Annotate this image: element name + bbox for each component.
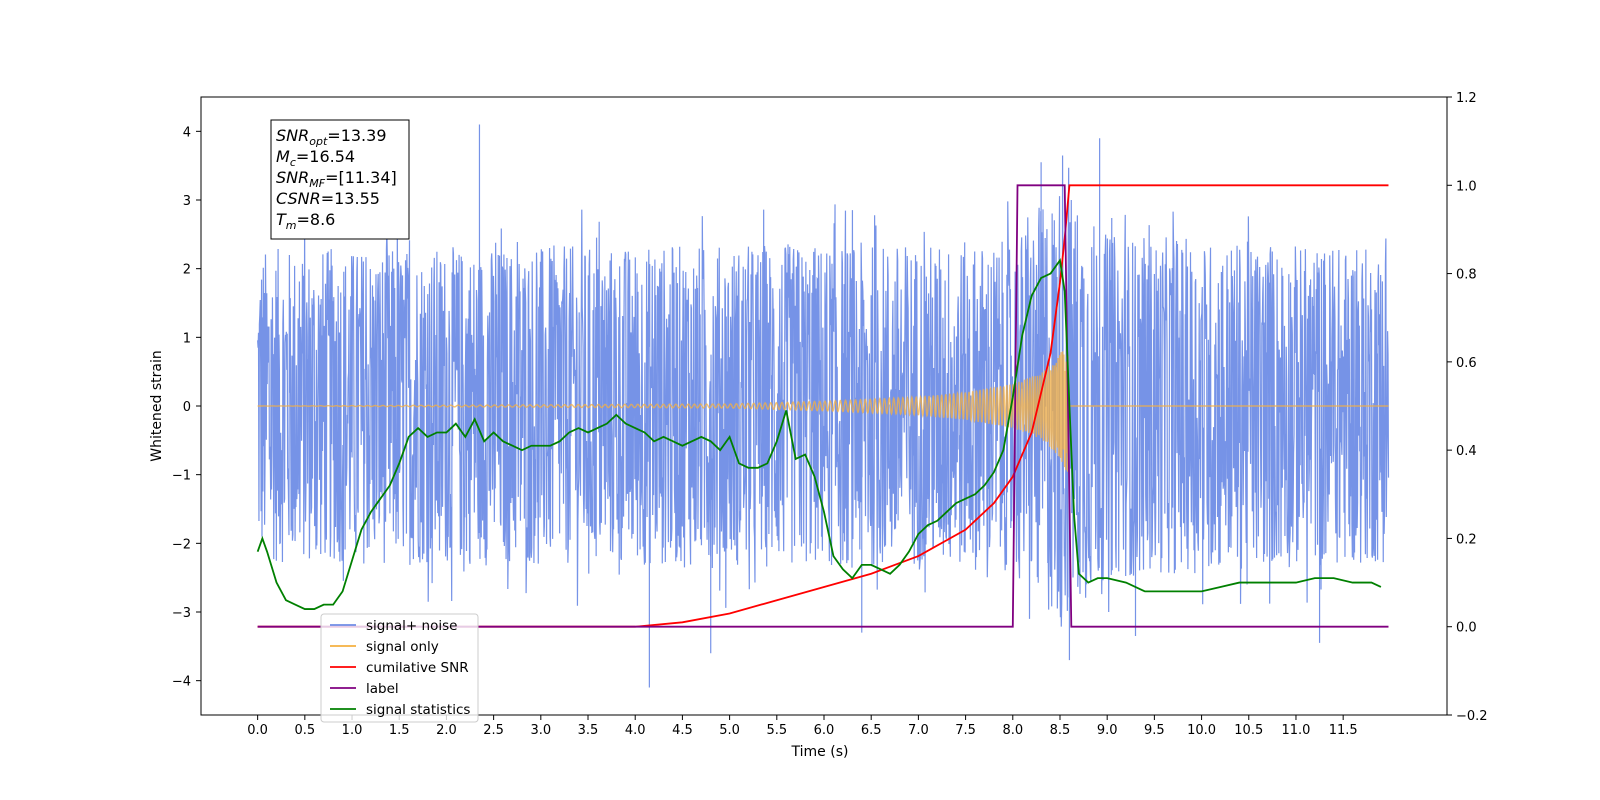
x-axis-label: Time (s): [791, 744, 849, 760]
annotation-line: Mc=16.54: [276, 147, 355, 169]
annotation-frame: [270, 119, 410, 240]
x-tick-label: 8.5: [1050, 723, 1071, 738]
legend-label: signal statistics: [366, 702, 470, 718]
y-axis-right: −0.2 0.0 0.2 0.4 0.6 0.8 1.0 1.2: [1447, 91, 1488, 724]
annotation-value: =16.54: [296, 147, 355, 166]
y-axis-left: −4 −3 −2 −1 0 1 2 3 4: [172, 125, 201, 690]
legend: signal+ noise signal only cumilative SNR la…: [320, 613, 479, 723]
x-tick-label: 10.5: [1234, 723, 1263, 738]
annotation-subscript: c: [290, 156, 296, 169]
annotation-line: SNRMF=[11.34]: [276, 168, 397, 190]
y2-tick-label: −0.2: [1456, 709, 1488, 724]
y2-tick-label: 0.8: [1456, 268, 1477, 283]
y2-tick-label: 0.2: [1456, 532, 1477, 547]
x-tick-label: 8.0: [1002, 723, 1023, 738]
x-tick-label: 6.5: [861, 723, 882, 738]
y-axis-label: Whitened strain: [149, 350, 165, 461]
annotation-symbol: M: [276, 147, 290, 166]
annotation-line: CSNR=13.55: [276, 189, 380, 208]
annotation-line: SNRopt=13.39: [276, 126, 387, 148]
annotation-value: =13.39: [327, 126, 386, 145]
legend-label: cumilative SNR: [366, 660, 469, 676]
annotation-symbol: T: [276, 210, 287, 229]
annotation-value: =[11.34]: [325, 168, 397, 187]
x-tick-label: 1.0: [342, 723, 363, 738]
annotation-symbol: SNR: [276, 126, 309, 145]
legend-label: label: [366, 681, 399, 697]
x-axis: 0.0 0.5 1.0 1.5 2.0 2.5 3.0 3.5 4.0 4.5 5.0 5.5 6.0 6…: [247, 715, 1358, 738]
annotation-value: =8.6: [297, 210, 336, 229]
series-label: [257, 184, 1389, 628]
x-tick-label: 7.5: [955, 723, 976, 738]
annotation-symbol: SNR: [276, 168, 309, 187]
annotation-subscript: opt: [309, 135, 328, 148]
annotation-subscript: m: [286, 219, 297, 232]
y2-tick-label: 0.6: [1456, 356, 1477, 371]
y2-tick-label: 0.0: [1456, 621, 1477, 636]
x-tick-label: 9.0: [1097, 723, 1118, 738]
x-tick-label: 5.0: [719, 723, 740, 738]
legend-label: signal+ noise: [366, 618, 457, 634]
y-tick-label: −4: [172, 675, 191, 690]
x-tick-label: 0.0: [247, 723, 268, 738]
series-signal-statistics: [256, 258, 1382, 610]
y-tick-label: 3: [183, 194, 191, 209]
x-tick-label: 7.0: [908, 723, 929, 738]
x-tick-label: 1.5: [389, 723, 410, 738]
y-tick-label: 1: [183, 331, 191, 346]
legend-frame: [320, 613, 479, 723]
y-tick-label: −2: [172, 537, 191, 552]
plot-area: [256, 124, 1390, 688]
x-tick-label: 5.5: [766, 723, 787, 738]
y-tick-label: −1: [172, 469, 191, 484]
x-tick-label: 11.0: [1281, 723, 1310, 738]
annotation-symbol: CSNR: [276, 189, 321, 208]
y-tick-label: 0: [183, 400, 191, 415]
x-tick-label: 2.5: [483, 723, 504, 738]
y2-tick-label: 1.0: [1456, 179, 1477, 194]
x-tick-label: 11.5: [1329, 723, 1358, 738]
annotation-line: Tm=8.6: [276, 210, 335, 232]
y-tick-label: 4: [183, 125, 191, 140]
x-tick-label: 10.0: [1187, 723, 1216, 738]
x-tick-label: 3.5: [578, 723, 599, 738]
x-tick-label: 0.5: [294, 723, 315, 738]
annotation-box: SNRopt=13.39Mc=16.54SNRMF=[11.34]CSNR=13…: [270, 119, 410, 240]
annotation-subscript: MF: [309, 177, 325, 190]
x-tick-label: 9.5: [1144, 723, 1165, 738]
x-tick-label: 6.0: [814, 723, 835, 738]
y-tick-label: 2: [183, 263, 191, 278]
series-signal-only: [257, 339, 1389, 472]
y2-tick-label: 1.2: [1456, 91, 1477, 106]
legend-label: signal only: [366, 639, 439, 655]
annotation-value: =13.55: [321, 189, 380, 208]
x-tick-label: 3.0: [530, 723, 551, 738]
x-tick-label: 4.0: [625, 723, 646, 738]
y2-tick-label: 0.4: [1456, 444, 1477, 459]
x-tick-label: 2.0: [436, 723, 457, 738]
x-tick-label: 4.5: [672, 723, 693, 738]
y-tick-label: −3: [172, 606, 191, 621]
series-cumilative-snr: [257, 184, 1389, 628]
